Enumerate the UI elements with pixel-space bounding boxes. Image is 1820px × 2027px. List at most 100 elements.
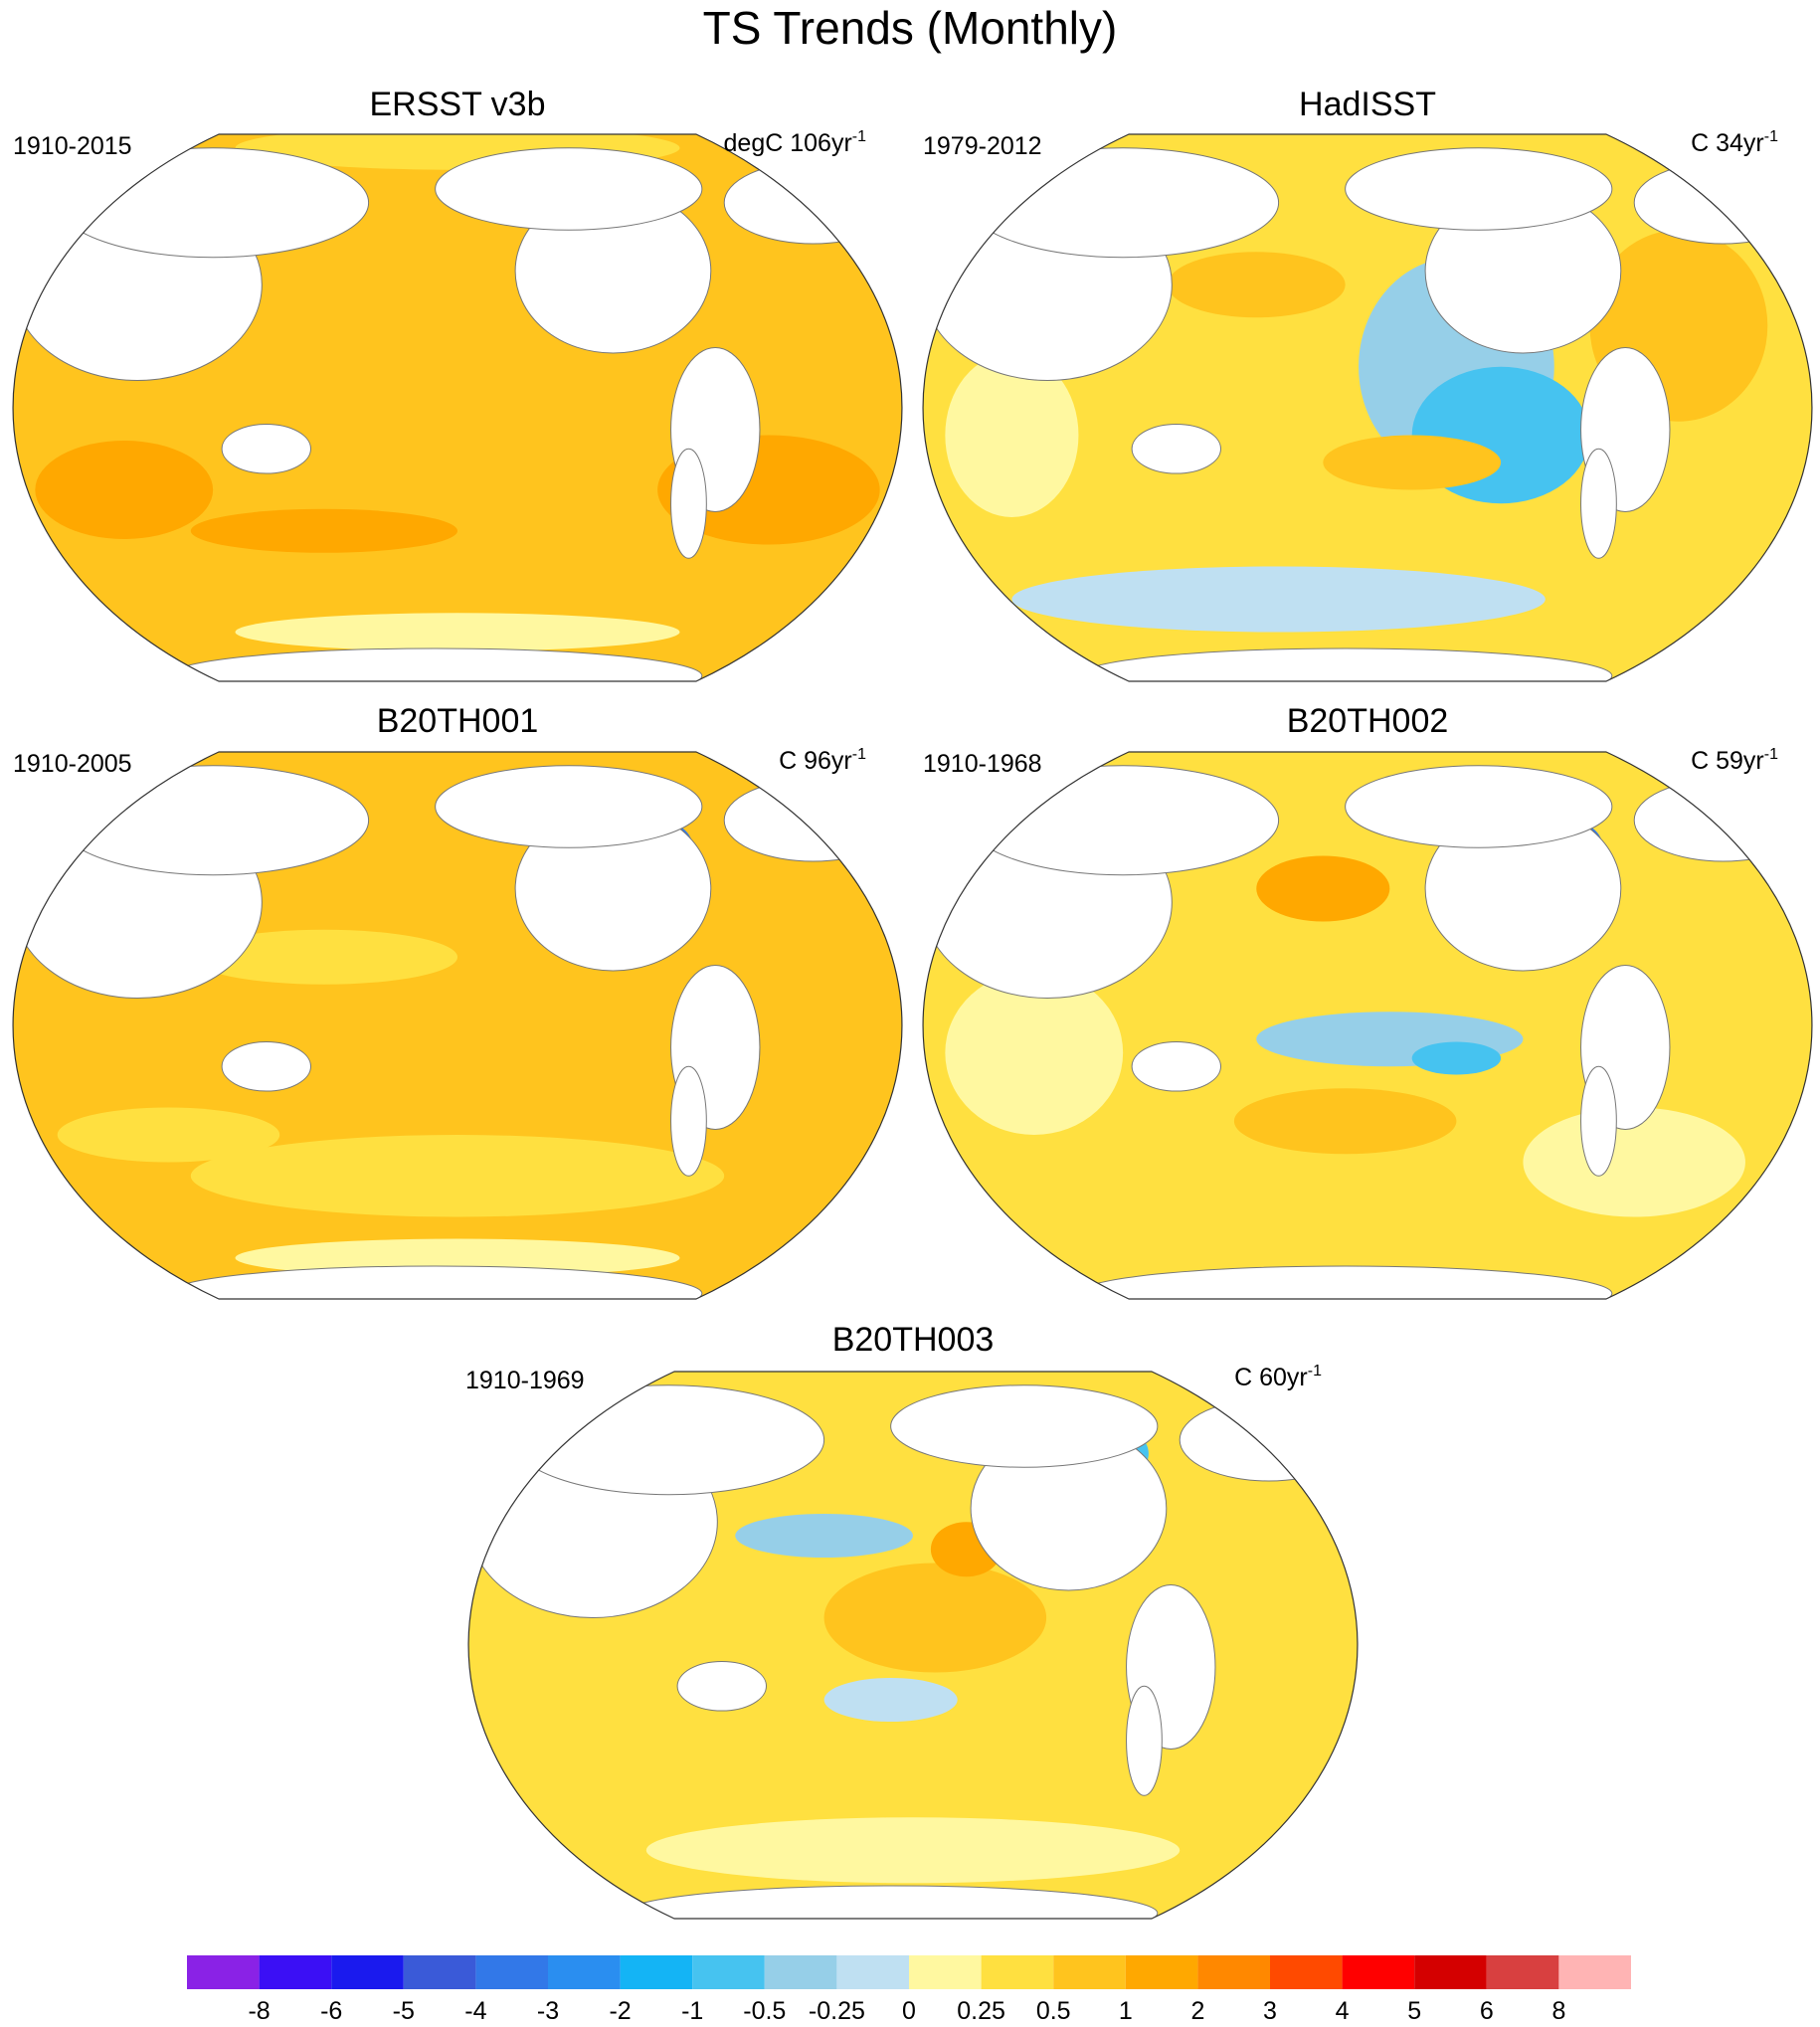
units-label: C 96yr-1 xyxy=(779,746,866,775)
trend-patch xyxy=(235,613,680,651)
panel-title: B20TH003 xyxy=(832,1321,995,1359)
units-text: C 96yr xyxy=(779,747,852,775)
land xyxy=(1580,448,1617,559)
colorbar-box xyxy=(620,1955,693,1989)
trend-patch xyxy=(945,353,1079,517)
panel-title: B20TH001 xyxy=(377,702,539,740)
colorbar-box xyxy=(331,1955,404,1989)
panel-title: HadISST xyxy=(1299,86,1436,123)
land xyxy=(623,1885,1159,1919)
trend-patch xyxy=(1256,855,1390,922)
units-label: degC 106yr-1 xyxy=(724,128,867,157)
land xyxy=(221,1041,311,1092)
units-exponent: -1 xyxy=(1764,746,1778,763)
land xyxy=(57,765,370,876)
period-label: 1979-2012 xyxy=(923,132,1042,160)
trend-patch xyxy=(1167,252,1346,318)
trend-patch xyxy=(735,1514,913,1558)
land xyxy=(1179,1398,1358,1482)
period-label: 1910-1968 xyxy=(923,750,1042,778)
land xyxy=(670,448,707,559)
trend-patch xyxy=(35,441,214,539)
colorbar-box xyxy=(259,1955,332,1989)
colorbar-label: 0.25 xyxy=(957,1997,1005,2025)
trend-patch xyxy=(57,1107,280,1163)
land xyxy=(1345,765,1613,848)
land xyxy=(723,161,902,245)
units-exponent: -1 xyxy=(1308,1363,1322,1380)
colorbar-box xyxy=(1197,1955,1270,1989)
map-outline xyxy=(467,1371,1359,1920)
land xyxy=(1633,161,1812,245)
colorbar-label: 3 xyxy=(1263,1997,1277,2025)
units-text: C 60yr xyxy=(1234,1364,1308,1391)
land xyxy=(1126,1685,1163,1796)
colorbar-box xyxy=(692,1955,765,1989)
land xyxy=(512,1384,825,1496)
colorbar-label: -4 xyxy=(464,1997,486,2025)
colorbar-label: -5 xyxy=(393,1997,415,2025)
trend-patch xyxy=(1523,1107,1745,1217)
colorbar-box xyxy=(836,1955,909,1989)
colorbar-box xyxy=(475,1955,548,1989)
colorbar-label: -0.5 xyxy=(743,1997,786,2025)
land xyxy=(1077,647,1613,681)
colorbar-label: -8 xyxy=(248,1997,270,2025)
colorbar-box xyxy=(1342,1955,1415,1989)
colorbar-label: 1 xyxy=(1119,1997,1133,2025)
map xyxy=(468,1372,1358,1919)
land xyxy=(967,147,1280,259)
land xyxy=(890,1384,1159,1468)
map xyxy=(13,134,902,681)
map xyxy=(13,752,902,1299)
land xyxy=(1633,779,1812,862)
land xyxy=(57,147,370,259)
colorbar-label: 8 xyxy=(1551,1997,1565,2025)
map-outline xyxy=(12,751,903,1300)
colorbar-label: 6 xyxy=(1480,1997,1494,2025)
land xyxy=(221,424,311,474)
period-label: 1910-2005 xyxy=(13,750,132,778)
land xyxy=(1131,424,1221,474)
colorbar-label: 2 xyxy=(1190,1997,1204,2025)
land xyxy=(1131,1041,1221,1092)
period-label: 1910-2015 xyxy=(13,132,132,160)
trend-patch xyxy=(190,508,457,553)
colorbar-label: -3 xyxy=(537,1997,559,2025)
land xyxy=(670,1065,707,1177)
map xyxy=(923,752,1812,1299)
land xyxy=(676,1661,767,1712)
land xyxy=(1345,147,1613,231)
colorbar-box xyxy=(403,1955,476,1989)
units-text: C 34yr xyxy=(1691,129,1764,157)
land xyxy=(1580,1065,1617,1177)
colorbar-label: -0.25 xyxy=(809,1997,865,2025)
trend-patch xyxy=(823,1678,958,1722)
colorbar-box xyxy=(1270,1955,1343,1989)
colorbar-box xyxy=(1414,1955,1487,1989)
units-exponent: -1 xyxy=(852,128,866,145)
colorbar-box xyxy=(981,1955,1054,1989)
colorbar-box xyxy=(764,1955,837,1989)
colorbar-label: 0.5 xyxy=(1036,1997,1071,2025)
units-label: C 59yr-1 xyxy=(1691,746,1778,775)
trend-patch xyxy=(1011,566,1546,633)
colorbar-box xyxy=(1053,1955,1126,1989)
colorbar-box xyxy=(1125,1955,1198,1989)
colorbar-label: -2 xyxy=(609,1997,631,2025)
units-label: C 34yr-1 xyxy=(1691,128,1778,157)
units-exponent: -1 xyxy=(1764,128,1778,145)
land xyxy=(435,147,703,231)
colorbar-box xyxy=(909,1955,982,1989)
land xyxy=(167,1265,703,1299)
map xyxy=(923,134,1812,681)
trend-patch xyxy=(1411,1041,1502,1075)
colorbar-box xyxy=(1486,1955,1559,1989)
map-outline xyxy=(922,751,1813,1300)
trend-patch xyxy=(645,1817,1181,1884)
land xyxy=(1077,1265,1613,1299)
panel-title: ERSST v3b xyxy=(369,86,545,123)
land xyxy=(723,779,902,862)
map-outline xyxy=(922,133,1813,682)
